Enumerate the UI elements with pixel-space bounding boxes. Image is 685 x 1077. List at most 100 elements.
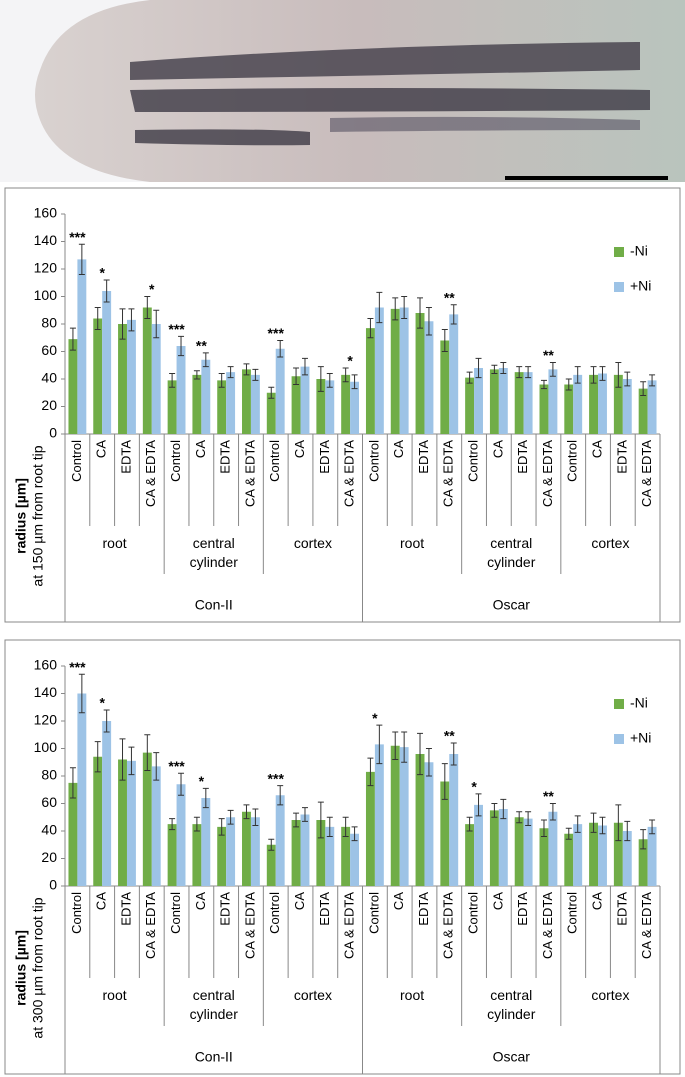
bar xyxy=(489,369,499,434)
significance: ** xyxy=(543,347,554,363)
x-tick-label: EDTA xyxy=(416,440,431,474)
bar xyxy=(390,308,400,434)
significance: ** xyxy=(196,338,207,354)
legend-label: +Ni xyxy=(630,278,651,294)
bar xyxy=(93,756,103,886)
x-tick-label: CA xyxy=(391,440,406,458)
y-tick-label: 160 xyxy=(34,205,58,221)
bar xyxy=(399,747,409,886)
y-tick-label: 100 xyxy=(34,739,58,755)
x-tick-label: EDTA xyxy=(515,892,530,926)
bar xyxy=(573,374,583,434)
x-tick-label: CA & EDTA xyxy=(639,440,654,507)
y-axis-sublabel: at 150 µm from root tip xyxy=(30,445,46,586)
x-tick-label: EDTA xyxy=(218,440,233,474)
x-tick-label: CA xyxy=(292,440,307,458)
bar xyxy=(250,374,260,434)
legend-swatch xyxy=(614,247,624,257)
y-tick-label: 20 xyxy=(41,397,57,413)
bar xyxy=(523,372,533,434)
bar xyxy=(374,744,384,886)
group-label-box: root xyxy=(102,535,127,551)
bar xyxy=(68,339,78,434)
bar xyxy=(176,784,186,886)
group-label: central cylinder xyxy=(487,535,536,570)
y-tick-label: 60 xyxy=(41,342,57,358)
legend-label: +Ni xyxy=(630,730,651,746)
bar xyxy=(275,795,285,886)
bar xyxy=(176,346,186,434)
significance: * xyxy=(471,779,477,795)
bar xyxy=(142,752,152,886)
group-label: root xyxy=(400,987,425,1003)
bar xyxy=(226,817,236,886)
bar xyxy=(142,307,152,434)
y-tick-label: 0 xyxy=(49,425,57,441)
bar xyxy=(647,826,657,886)
x-tick-label: EDTA xyxy=(614,440,629,474)
x-tick-label: Control xyxy=(565,892,580,934)
significance: * xyxy=(99,265,105,281)
bar xyxy=(77,259,87,434)
bar xyxy=(350,381,360,434)
x-tick-label: EDTA xyxy=(416,892,431,926)
y-tick-label: 60 xyxy=(41,794,57,810)
significance: *** xyxy=(69,659,86,675)
group-label: root xyxy=(102,987,127,1003)
bar xyxy=(126,760,136,886)
bar xyxy=(374,307,384,434)
bar xyxy=(613,374,623,434)
bar xyxy=(449,314,459,434)
x-tick-label: Control xyxy=(267,440,282,482)
bar xyxy=(647,380,657,434)
significance: * xyxy=(199,773,205,789)
bar xyxy=(564,833,574,886)
group-label: cortex xyxy=(591,535,630,551)
y-axis-sublabel: at 300 µm from root tip xyxy=(30,897,46,1038)
x-tick-label: CA xyxy=(490,892,505,910)
x-tick-label: EDTA xyxy=(515,440,530,474)
x-tick-label: EDTA xyxy=(218,892,233,926)
x-tick-label: CA & EDTA xyxy=(441,892,456,959)
x-tick-label: CA & EDTA xyxy=(540,440,555,507)
significance: ** xyxy=(543,788,554,804)
group-label: root xyxy=(102,535,127,551)
y-tick-label: 80 xyxy=(41,767,57,783)
y-tick-label: 20 xyxy=(41,849,57,865)
y-tick-label: 40 xyxy=(41,822,57,838)
bar xyxy=(266,392,276,434)
significance: * xyxy=(347,353,353,369)
bar xyxy=(151,324,161,434)
bar xyxy=(489,810,499,886)
bar xyxy=(275,348,285,434)
x-tick-label: CA & EDTA xyxy=(143,892,158,959)
x-tick-label: Control xyxy=(466,440,481,482)
bar xyxy=(350,833,360,886)
legend-label: -Ni xyxy=(630,695,648,711)
group-label-box: cortex xyxy=(591,535,630,551)
bar xyxy=(514,372,524,434)
group-label: central cylinder xyxy=(487,987,536,1022)
y-axis-label: radius [µm] xyxy=(13,478,29,554)
group-label: central cylinder xyxy=(189,535,238,570)
x-tick-label: Control xyxy=(168,892,183,934)
significance: *** xyxy=(268,325,285,341)
bar xyxy=(539,384,549,434)
bar xyxy=(316,820,326,886)
x-tick-label: Control xyxy=(466,892,481,934)
bar xyxy=(192,374,202,434)
x-tick-label: CA & EDTA xyxy=(143,440,158,507)
bar xyxy=(192,824,202,886)
bar xyxy=(167,380,177,434)
significance: * xyxy=(149,281,155,297)
bar xyxy=(102,721,112,886)
bar xyxy=(539,828,549,886)
group-label-box: root xyxy=(400,987,425,1003)
bar xyxy=(250,817,260,886)
significance: *** xyxy=(69,229,86,245)
significance: * xyxy=(372,710,378,726)
x-tick-label: EDTA xyxy=(118,440,133,474)
x-tick-label: CA & EDTA xyxy=(540,892,555,959)
x-tick-label: Control xyxy=(69,892,84,934)
